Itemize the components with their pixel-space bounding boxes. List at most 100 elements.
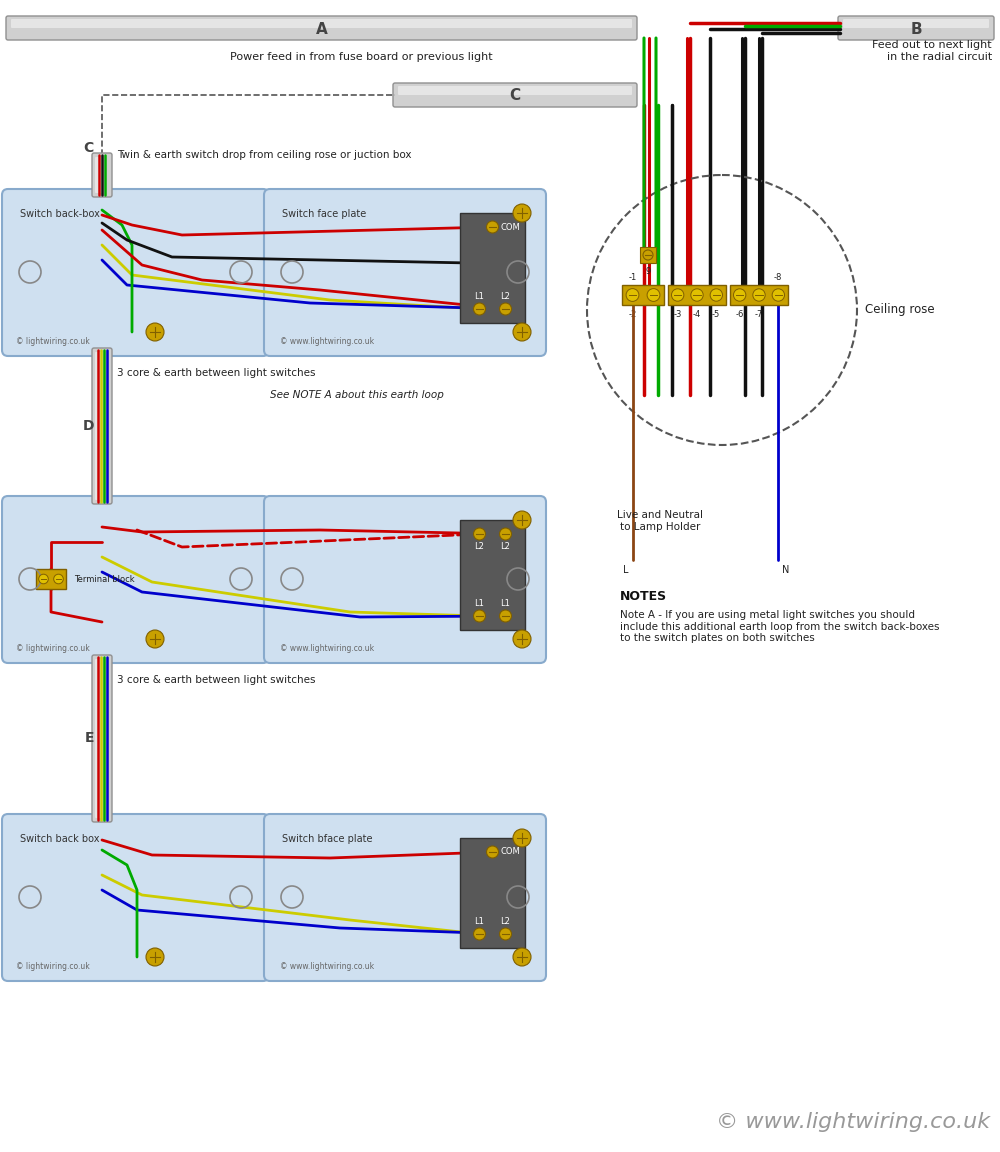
Bar	[622, 285, 664, 305]
Text: L1: L1	[475, 291, 484, 301]
Text: COM: COM	[501, 848, 520, 856]
Text: Feed out to next light
in the radial circuit: Feed out to next light in the radial cir…	[872, 40, 992, 61]
Text: A: A	[316, 22, 327, 37]
Circle shape	[474, 929, 486, 940]
FancyBboxPatch shape	[92, 153, 112, 197]
Text: -7: -7	[755, 310, 763, 319]
FancyBboxPatch shape	[2, 497, 269, 664]
Circle shape	[500, 929, 512, 940]
Circle shape	[146, 948, 164, 967]
FancyBboxPatch shape	[2, 189, 269, 356]
Circle shape	[513, 829, 531, 847]
Circle shape	[500, 611, 512, 622]
Text: Power feed in from fuse board or previous light: Power feed in from fuse board or previou…	[230, 52, 493, 62]
FancyBboxPatch shape	[92, 348, 112, 505]
Text: © lightwiring.co.uk: © lightwiring.co.uk	[16, 644, 90, 653]
FancyBboxPatch shape	[264, 189, 546, 356]
Text: L2: L2	[475, 541, 484, 551]
Text: Terminal block: Terminal block	[74, 575, 135, 584]
Text: -8: -8	[774, 273, 782, 282]
Circle shape	[500, 303, 512, 314]
Text: L2: L2	[501, 541, 510, 551]
Bar	[460, 520, 525, 630]
Bar	[460, 213, 525, 323]
Circle shape	[753, 289, 765, 301]
Circle shape	[513, 204, 531, 222]
Bar	[668, 285, 726, 305]
Text: NOTES: NOTES	[620, 590, 667, 602]
Text: -6: -6	[736, 310, 744, 319]
Text: L1: L1	[501, 599, 510, 608]
FancyBboxPatch shape	[2, 814, 269, 982]
Circle shape	[39, 574, 48, 584]
Circle shape	[500, 528, 512, 540]
FancyBboxPatch shape	[11, 18, 632, 28]
FancyBboxPatch shape	[264, 814, 546, 982]
Text: Switch bface plate: Switch bface plate	[282, 834, 372, 844]
Circle shape	[486, 846, 498, 858]
Text: L: L	[623, 564, 629, 575]
Text: Switch back box: Switch back box	[20, 834, 100, 844]
Bar	[460, 838, 525, 948]
Text: N: N	[782, 564, 790, 575]
Text: 3 core & earth between light switches: 3 core & earth between light switches	[117, 675, 316, 685]
Text: COM: COM	[501, 222, 520, 232]
Circle shape	[626, 289, 639, 302]
Circle shape	[486, 221, 498, 233]
Circle shape	[513, 630, 531, 647]
FancyBboxPatch shape	[843, 18, 989, 28]
Circle shape	[772, 289, 785, 301]
Text: L2: L2	[501, 291, 510, 301]
Text: Live and Neutral
to Lamp Holder: Live and Neutral to Lamp Holder	[617, 510, 703, 531]
Text: -1: -1	[628, 273, 637, 282]
Text: 9: 9	[645, 267, 651, 276]
Circle shape	[671, 289, 684, 301]
Text: © www.lightwiring.co.uk: © www.lightwiring.co.uk	[280, 644, 374, 653]
FancyBboxPatch shape	[398, 86, 632, 94]
Circle shape	[733, 289, 746, 301]
Text: 3 core & earth between light switches: 3 core & earth between light switches	[117, 367, 316, 378]
Circle shape	[710, 289, 723, 301]
Circle shape	[513, 948, 531, 967]
Circle shape	[146, 630, 164, 647]
FancyBboxPatch shape	[95, 157, 103, 194]
Text: Twin & earth switch drop from ceiling rose or juction box: Twin & earth switch drop from ceiling ro…	[117, 150, 412, 160]
Circle shape	[513, 323, 531, 341]
Text: L1: L1	[475, 917, 484, 926]
Text: -5: -5	[712, 310, 720, 319]
Circle shape	[513, 511, 531, 529]
Text: B: B	[910, 22, 922, 37]
Text: E: E	[84, 732, 94, 745]
Circle shape	[691, 289, 703, 301]
Text: © lightwiring.co.uk: © lightwiring.co.uk	[16, 962, 90, 971]
Text: Ceiling rose: Ceiling rose	[865, 303, 935, 317]
Circle shape	[643, 250, 653, 260]
Text: C: C	[509, 89, 521, 104]
Text: © www.lightwiring.co.uk: © www.lightwiring.co.uk	[280, 338, 374, 346]
Text: -3: -3	[674, 310, 682, 319]
FancyBboxPatch shape	[393, 83, 637, 107]
Text: C: C	[84, 141, 94, 156]
Bar	[730, 285, 788, 305]
Text: See NOTE A about this earth loop: See NOTE A about this earth loop	[270, 391, 444, 400]
Text: Switch back-box: Switch back-box	[20, 209, 100, 219]
Circle shape	[474, 303, 486, 314]
Circle shape	[474, 528, 486, 540]
Circle shape	[54, 574, 63, 584]
Text: © www.lightwiring.co.uk: © www.lightwiring.co.uk	[716, 1112, 990, 1132]
Bar	[36, 569, 66, 589]
Text: L1: L1	[475, 599, 484, 608]
FancyBboxPatch shape	[95, 353, 103, 500]
Text: © lightwiring.co.uk: © lightwiring.co.uk	[16, 338, 90, 346]
Text: -4: -4	[693, 310, 701, 319]
FancyBboxPatch shape	[264, 497, 546, 664]
Text: Switch face plate: Switch face plate	[282, 209, 366, 219]
FancyBboxPatch shape	[838, 16, 994, 40]
Text: L2: L2	[501, 917, 510, 926]
Circle shape	[647, 289, 660, 302]
Text: D: D	[82, 419, 94, 433]
Bar	[640, 247, 656, 263]
Circle shape	[474, 611, 486, 622]
FancyBboxPatch shape	[6, 16, 637, 40]
Circle shape	[146, 323, 164, 341]
